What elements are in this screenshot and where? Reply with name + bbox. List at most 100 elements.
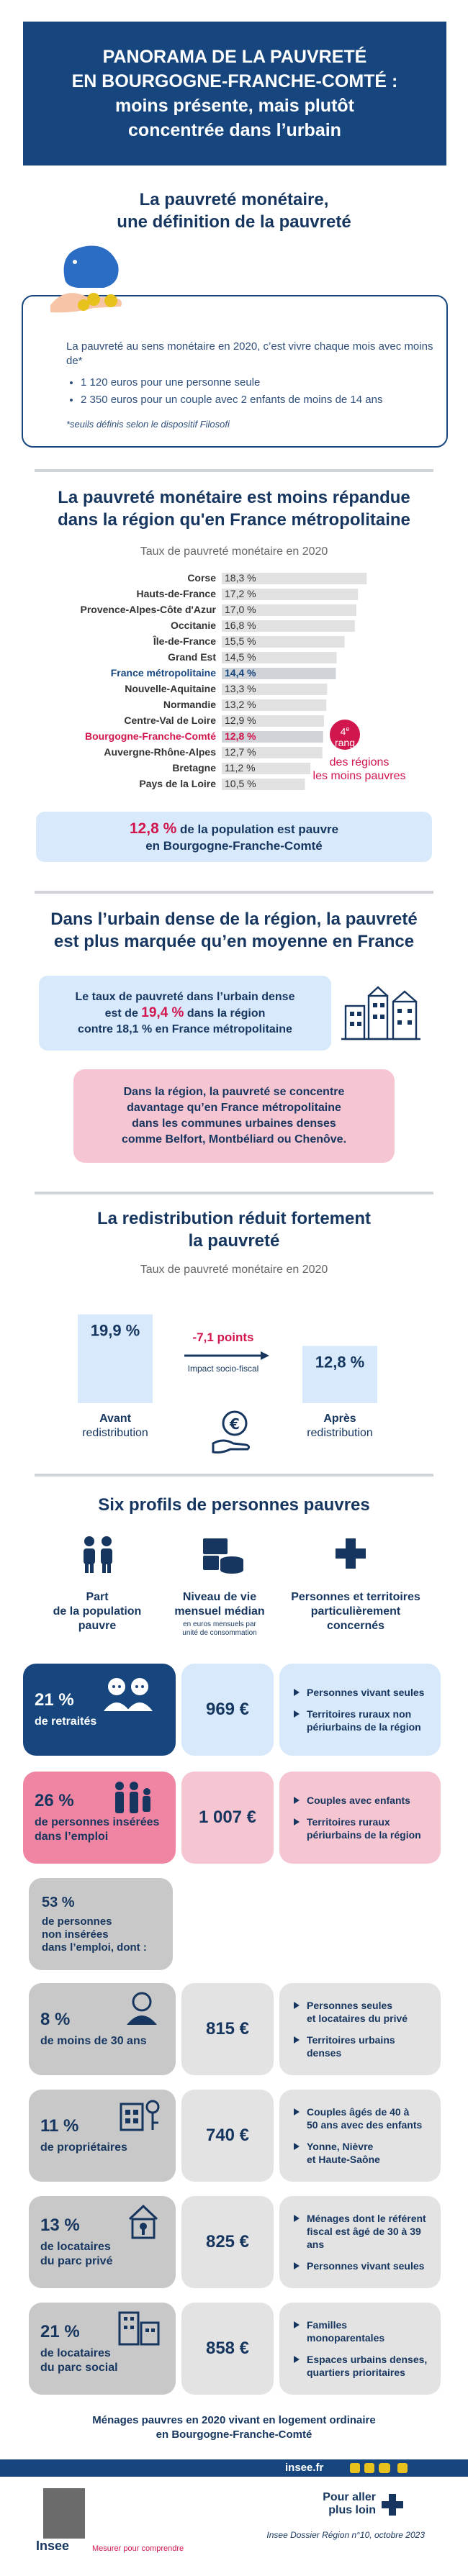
tick-label: Auvergne-Rhône-Alpes: [104, 746, 216, 758]
urban-text-post: dans la région contre 18,1 % en France m…: [78, 1007, 292, 1035]
key-icon: [128, 2204, 158, 2239]
tick-label: Corse: [187, 572, 216, 584]
elderly-couple-icon: [104, 1678, 153, 1711]
profile-share: 8 %: [40, 2010, 71, 2029]
profile-card-retirees: 21 % de retraités: [23, 1664, 176, 1756]
data-label: 17,0 %: [225, 604, 256, 615]
definition-text: La pauvreté au sens monétaire en 2020, c…: [66, 340, 433, 367]
bar: [222, 652, 337, 663]
bar: [78, 1314, 153, 1403]
profile-desc-card: Couples avec enfants Territoires ruraux …: [279, 1772, 441, 1864]
profile-value-card: 740 €: [181, 2090, 274, 2182]
change-annotation: -7,1 points: [192, 1330, 253, 1344]
profile-label: de locataires du parc privé: [40, 2241, 113, 2267]
house-key-icon: [120, 2100, 160, 2131]
bar: [222, 620, 355, 632]
data-label: 18,3 %: [225, 572, 256, 584]
tick-label: Pays de la Loire: [139, 778, 216, 789]
desc-item: Territoires ruraux périurbains de la rég…: [294, 1815, 431, 1841]
redistribution-caption: Taux de pauvreté monétaire en 2020: [140, 1264, 328, 1276]
young-person-icon: [127, 1992, 157, 2025]
coins-icon: [203, 1538, 243, 1574]
before-line1: Avant: [99, 1412, 131, 1425]
data-label: 19,9 %: [91, 1322, 140, 1340]
profile-value-card: 825 €: [181, 2196, 274, 2288]
col-share-header: Part de la population pauvre: [53, 1591, 142, 1632]
profile-card-owners: 11 % de propriétaires: [29, 2090, 176, 2182]
tick-label: Hauts-de-France: [137, 588, 217, 599]
data-label: 12,8 %: [315, 1353, 365, 1371]
footer-site-link[interactable]: insee.fr: [285, 2462, 324, 2474]
piggy-bank-hand-icon: [50, 245, 122, 313]
bar: [222, 699, 327, 711]
profile-desc-card: Couples âgés de 40 à 50 ans avec des enf…: [279, 2090, 441, 2182]
twitter-icon[interactable]: [364, 2463, 374, 2473]
urban-concentration-box: Dans la région, la pauvreté se concentre…: [73, 1069, 395, 1163]
rank-word: rang: [334, 736, 356, 748]
profile-card-private-tenants: 13 % de locataires du parc privé: [29, 2196, 176, 2288]
redistribution-chart: 19,9 % 12,8 % -7,1 points Impact socio-fisc…: [78, 1314, 377, 1403]
data-label: 13,3 %: [225, 683, 256, 694]
before-line2: redistribution: [82, 1427, 148, 1439]
desc-item: Familles monoparentales: [294, 2318, 431, 2344]
tick-label: Nouvelle-Aquitaine: [125, 683, 216, 694]
desc-item: Territoires ruraux non périurbains de la…: [294, 1707, 431, 1733]
profile-label: de locataires du parc social: [40, 2347, 118, 2374]
youtube-icon[interactable]: [379, 2463, 390, 2473]
definition-text-block: La pauvreté au sens monétaire en 2020, c…: [66, 340, 433, 410]
city-buildings-icon: [341, 986, 420, 1040]
desc-item: Territoires urbains denses: [294, 2033, 431, 2059]
bar: [222, 731, 323, 743]
publication-ref: Insee Dossier Région n°10, octobre 2023: [266, 2530, 425, 2540]
profile-desc-card: Personnes vivant seules Territoires rura…: [279, 1664, 441, 1756]
footer-bar: insee.fr: [0, 2459, 468, 2477]
insee-brand: Insee: [36, 2539, 70, 2553]
insee-logo: [43, 2488, 85, 2539]
plus-icon[interactable]: [380, 2493, 405, 2517]
tick-label: Centre-Val de Loire: [124, 715, 216, 726]
rank-suffix: e: [346, 725, 350, 733]
data-label: 12,7 %: [225, 746, 256, 758]
profile-share: 53 %: [42, 1894, 75, 1910]
summary-box: 12,8 % de la population est pauvre en Bo…: [36, 812, 432, 862]
more-info-link[interactable]: Pour aller plus loin: [323, 2491, 376, 2516]
linkedin-icon[interactable]: [397, 2463, 408, 2473]
rank-badge: 4e rang: [330, 720, 360, 750]
profile-label: de retraités: [35, 1715, 97, 1728]
tick-label: France métropolitaine: [111, 667, 216, 679]
desc-item: Yonne, Nièvre et Haute-Saône: [294, 2140, 431, 2166]
profile-share: 21 %: [40, 2322, 80, 2341]
desc-item: Personnes vivant seules: [294, 1686, 431, 1699]
page-title: PANORAMA DE LA PAUVRETÉ EN BOURGOGNE-FRA…: [71, 47, 398, 140]
list-item: 2 350 euros pour un couple avec 2 enfant…: [81, 393, 433, 407]
profile-desc-card: Ménages dont le référent fiscal est âgé …: [279, 2196, 441, 2288]
list-item: 1 120 euros pour une personne seule: [81, 376, 433, 390]
profile-card-social-tenants: 21 % de locataires du parc social: [29, 2303, 176, 2395]
profiles-title: Six profils de personnes pauvres: [98, 1495, 370, 1515]
after-label: Après redistribution: [275, 1412, 405, 1441]
desc-item: Personnes vivant seules: [294, 2259, 431, 2272]
rank-note: des régions les moins pauvres: [312, 756, 406, 782]
desc-item: Personnes seules et locataires du privé: [294, 1999, 431, 2025]
definition-box: [22, 295, 448, 448]
urban-box: Le taux de pauvreté dans l’urbain dense …: [39, 976, 331, 1051]
data-label: 13,2 %: [225, 699, 256, 710]
profile-card-employed: 26 % de personnes insérées dans l’emploi: [23, 1772, 176, 1864]
insee-tagline: Mesurer pour comprendre: [92, 2544, 184, 2553]
plus-icon: [336, 1538, 366, 1569]
bar: [222, 763, 311, 774]
arrow-head: [261, 1351, 269, 1360]
col-concerned-header: Personnes et territoires particulièremen…: [291, 1591, 420, 1632]
definition-title: La pauvreté monétaire, une définition de…: [117, 190, 351, 232]
after-line2: redistribution: [307, 1427, 373, 1439]
profile-share: 21 %: [35, 1690, 74, 1710]
rank-number: 4: [340, 725, 346, 738]
bar: [222, 779, 305, 790]
profile-desc-card: Personnes seules et locataires du privé …: [279, 1983, 441, 2075]
tick-label: Normandie: [163, 699, 216, 710]
profile-card-under-30: 8 % de moins de 30 ans: [29, 1983, 176, 2075]
bar: [222, 636, 345, 648]
facebook-icon[interactable]: [350, 2463, 360, 2473]
data-label: 11,2 %: [225, 762, 256, 774]
redistribution-title: La redistribution réduit fortement la pa…: [96, 1209, 371, 1251]
